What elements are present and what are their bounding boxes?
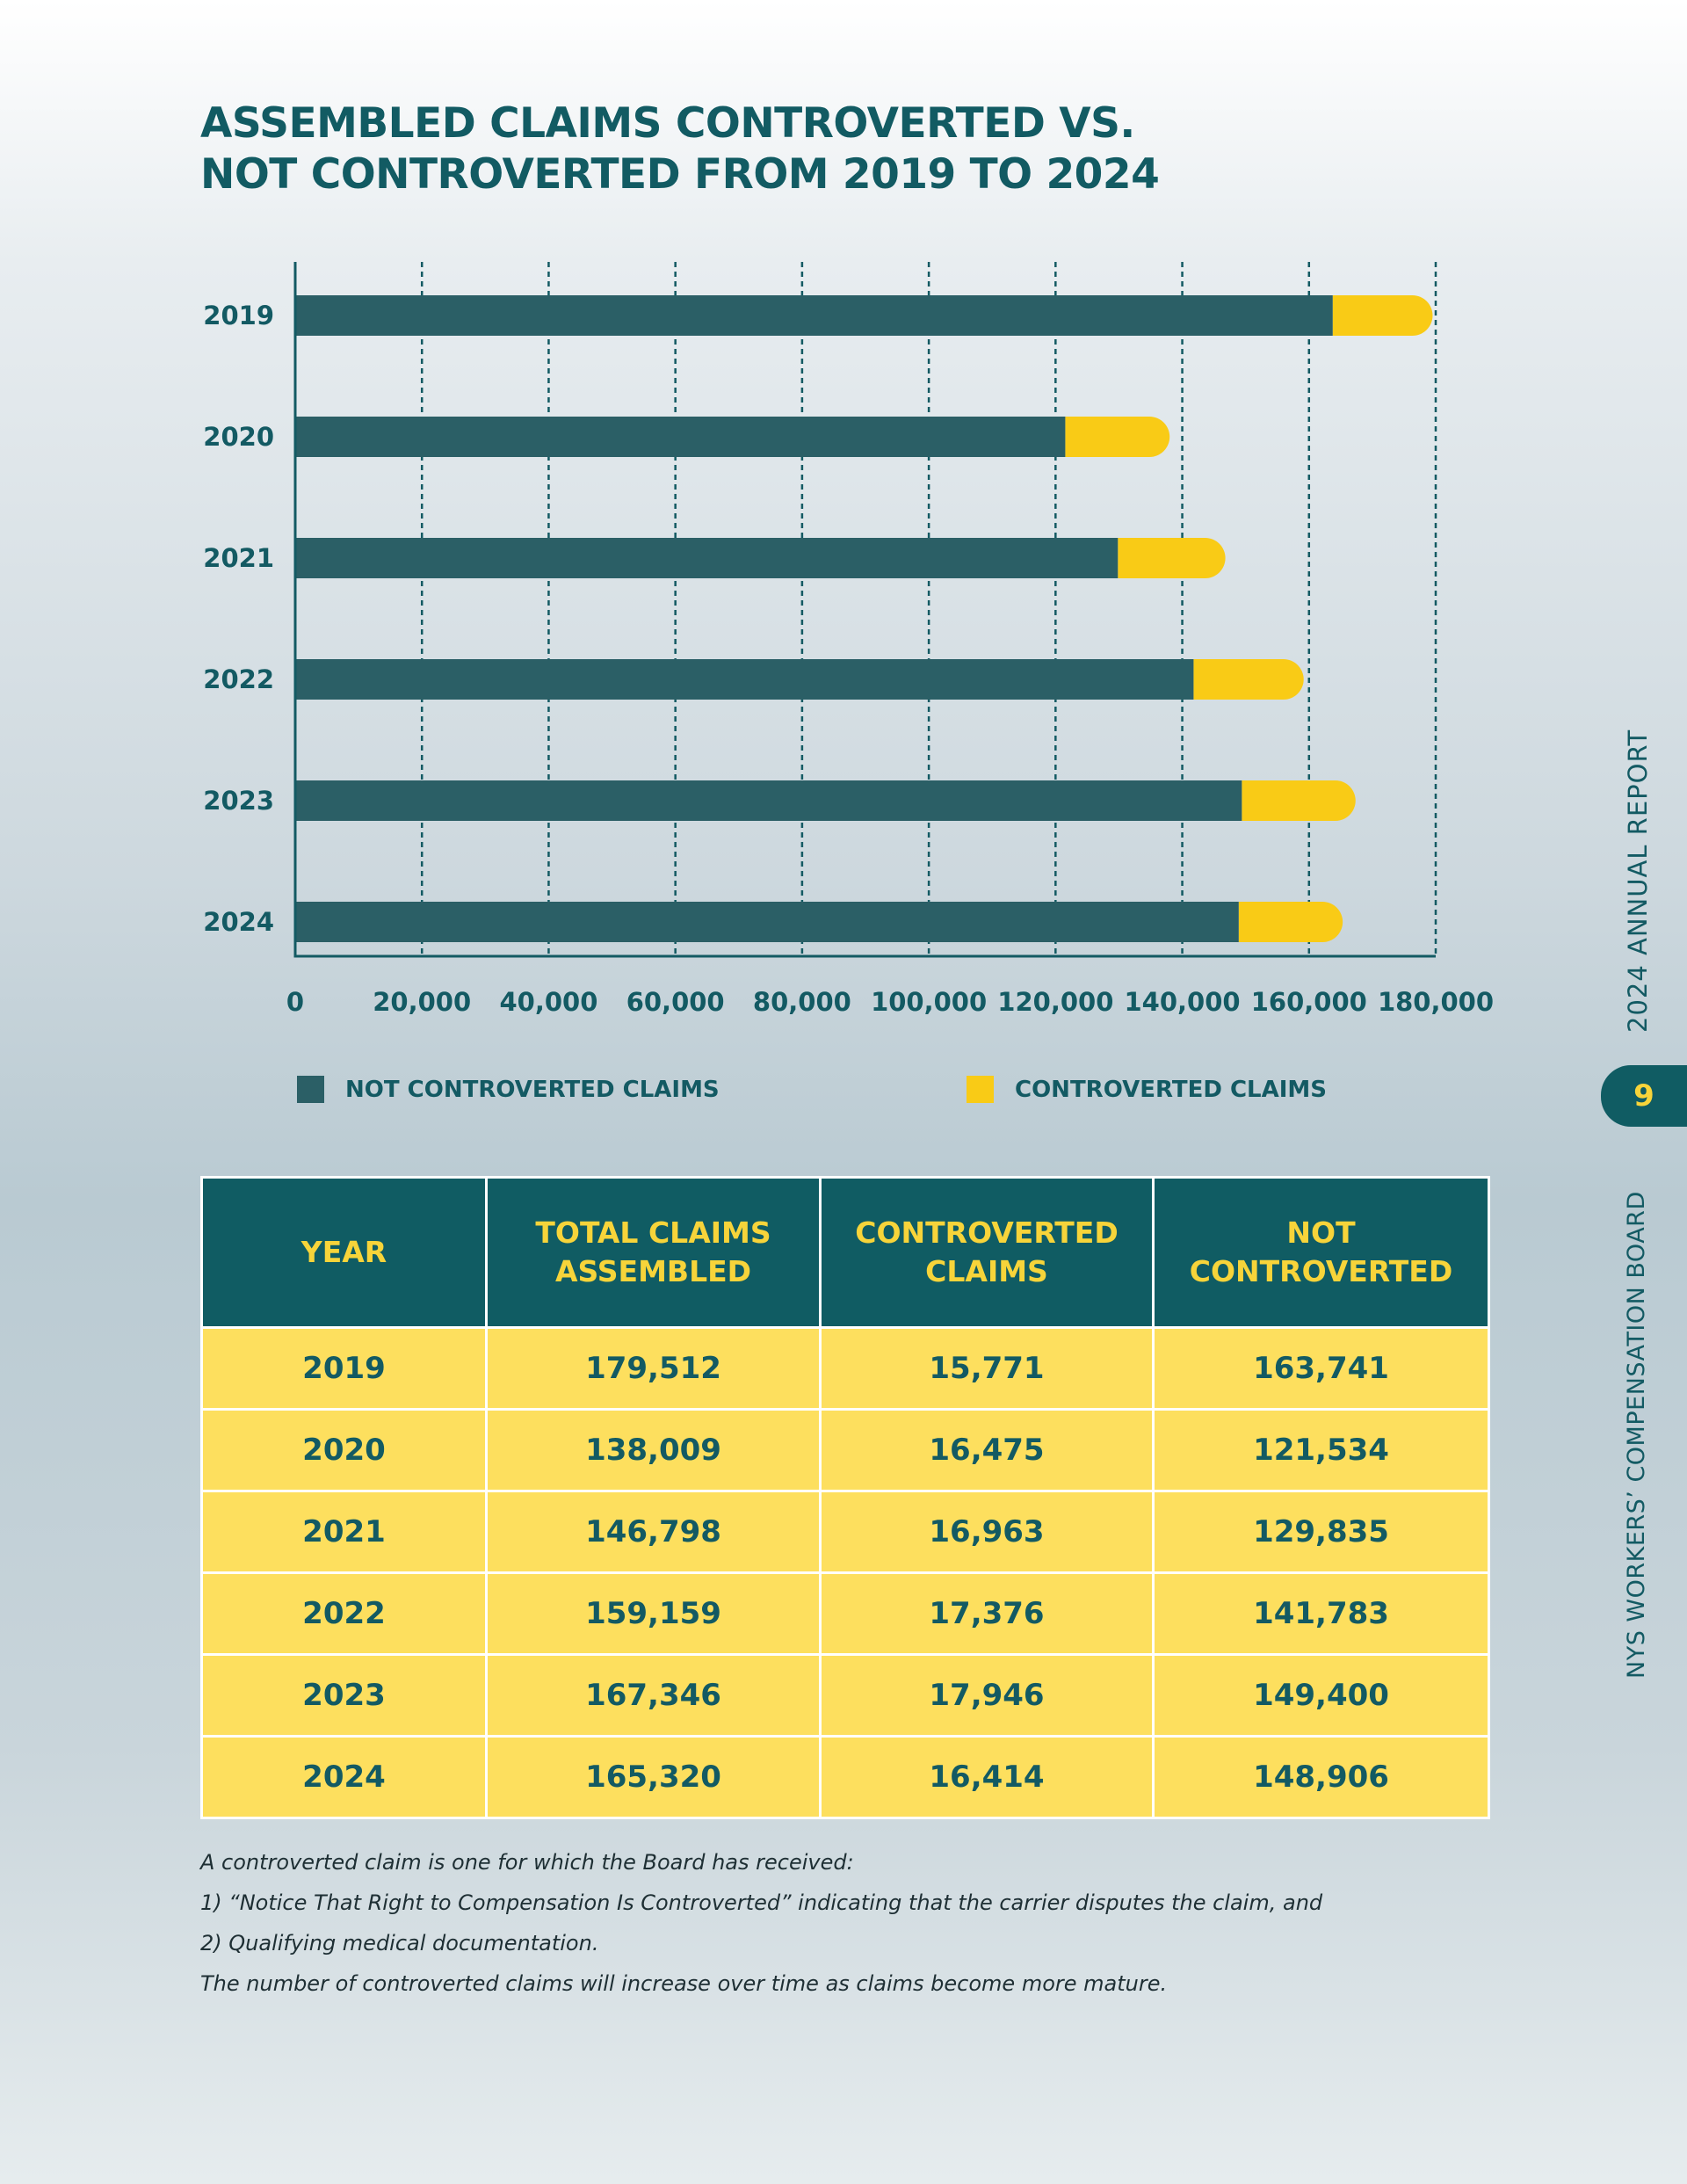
table-row: 2021 146,798 16,963 129,835 [200, 1490, 1490, 1574]
cell-year: 2022 [200, 1571, 488, 1656]
chart-axes [293, 262, 1436, 958]
y-tick-label: 2020 [203, 422, 274, 452]
cell-total: 146,798 [485, 1490, 822, 1574]
cell-year: 2024 [200, 1735, 488, 1819]
cell-year: 2023 [200, 1653, 488, 1738]
legend-label-controverted: CONTROVERTED CLAIMS [1015, 1076, 1328, 1103]
x-tick-label: 0 [286, 987, 304, 1017]
cell-not-controverted: 129,835 [1152, 1490, 1490, 1574]
cell-not-controverted: 141,783 [1152, 1571, 1490, 1656]
y-tick-label: 2022 [203, 664, 274, 694]
table-row: 2020 138,009 16,475 121,534 [200, 1408, 1490, 1492]
footnotes: A controverted claim is one for which th… [200, 1842, 1474, 2004]
x-tick-label: 40,000 [499, 987, 597, 1017]
sidebar-org-label: NYS WORKERS’ COMPENSATION BOARD [1623, 1191, 1650, 1679]
bar-chart: 2019 2020 2021 2022 2023 2024 0 20,000 40,000 60… [203, 262, 1494, 1017]
y-tick-label: 2021 [203, 543, 274, 573]
table-row: 2022 159,159 17,376 141,783 [200, 1571, 1490, 1656]
legend-item-not-controverted: NOT CONTROVERTED CLAIMS [297, 1076, 720, 1103]
cell-total: 179,512 [485, 1326, 822, 1411]
chart-bars [295, 295, 1433, 942]
cell-total: 138,009 [485, 1408, 822, 1492]
legend-label-not-controverted: NOT CONTROVERTED CLAIMS [345, 1076, 720, 1103]
title-line-1: ASSEMBLED CLAIMS CONTROVERTED VS. [200, 99, 1135, 148]
header-controverted-claims: CONTROVERTED CLAIMS [819, 1176, 1155, 1329]
x-tick-label: 140,000 [1125, 987, 1241, 1017]
cell-controverted: 16,475 [819, 1408, 1155, 1492]
cell-not-controverted: 148,906 [1152, 1735, 1490, 1819]
bar-controverted-2022 [1193, 659, 1304, 700]
cell-not-controverted: 163,741 [1152, 1326, 1490, 1411]
bar-not-controverted-2023 [295, 780, 1242, 821]
cell-not-controverted: 121,534 [1152, 1408, 1490, 1492]
x-tick-label: 120,000 [997, 987, 1113, 1017]
cell-controverted: 16,414 [819, 1735, 1155, 1819]
table-row: 2023 167,346 17,946 149,400 [200, 1653, 1490, 1738]
bar-not-controverted-2021 [295, 538, 1119, 578]
bar-controverted-2024 [1238, 902, 1343, 942]
bar-not-controverted-2024 [295, 902, 1239, 942]
bar-not-controverted-2020 [295, 417, 1066, 457]
x-tick-label: 60,000 [626, 987, 725, 1017]
header-not-controverted: NOT CONTROVERTED [1152, 1176, 1490, 1329]
footnote-line: 2) Qualifying medical documentation. [200, 1931, 599, 1955]
bar-not-controverted-2022 [295, 659, 1194, 700]
y-axis-labels: 2019 2020 2021 2022 2023 2024 [203, 301, 274, 937]
page-title: ASSEMBLED CLAIMS CONTROVERTED VS. NOT CO… [200, 98, 1160, 200]
footnote-line: 1) “Notice That Right to Compensation Is… [200, 1890, 1323, 1915]
x-tick-label: 160,000 [1251, 987, 1367, 1017]
bar-controverted-2020 [1065, 417, 1170, 457]
header-year: YEAR [200, 1176, 488, 1329]
x-tick-label: 180,000 [1378, 987, 1494, 1017]
x-tick-label: 100,000 [871, 987, 987, 1017]
cell-total: 165,320 [485, 1735, 822, 1819]
cell-controverted: 17,946 [819, 1653, 1155, 1738]
chart-grid [420, 262, 1437, 956]
cell-controverted: 16,963 [819, 1490, 1155, 1574]
cell-total: 159,159 [485, 1571, 822, 1656]
table-row: 2024 165,320 16,414 148,906 [200, 1735, 1490, 1819]
y-tick-label: 2023 [203, 786, 274, 816]
cell-year: 2021 [200, 1490, 488, 1574]
legend-item-controverted: CONTROVERTED CLAIMS [967, 1076, 1327, 1103]
footnote-line: A controverted claim is one for which th… [200, 1850, 854, 1875]
x-tick-label: 20,000 [373, 987, 471, 1017]
cell-not-controverted: 149,400 [1152, 1653, 1490, 1738]
title-line-2: NOT CONTROVERTED FROM 2019 TO 2024 [200, 150, 1160, 199]
table-header-row: YEAR TOTAL CLAIMS ASSEMBLED CONTROVERTED C… [200, 1176, 1490, 1329]
cell-year: 2019 [200, 1326, 488, 1411]
cell-year: 2020 [200, 1408, 488, 1492]
legend-swatch-controverted [967, 1076, 994, 1103]
x-tick-label: 80,000 [753, 987, 851, 1017]
y-tick-label: 2024 [203, 907, 274, 937]
footnote-line: The number of controverted claims will i… [200, 1971, 1168, 1996]
claims-table: YEAR TOTAL CLAIMS ASSEMBLED CONTROVERTED C… [200, 1176, 1490, 1819]
bar-not-controverted-2019 [295, 295, 1333, 336]
bar-controverted-2019 [1332, 295, 1433, 336]
x-axis-labels: 0 20,000 40,000 60,000 80,000 100,000 120,000 1… [286, 987, 1494, 1017]
bar-controverted-2021 [1118, 538, 1226, 578]
bar-controverted-2023 [1242, 780, 1356, 821]
table-row: 2019 179,512 15,771 163,741 [200, 1326, 1490, 1411]
cell-total: 167,346 [485, 1653, 822, 1738]
cell-controverted: 15,771 [819, 1326, 1155, 1411]
header-total-claims: TOTAL CLAIMS ASSEMBLED [485, 1176, 822, 1329]
cell-controverted: 17,376 [819, 1571, 1155, 1656]
y-tick-label: 2019 [203, 301, 274, 330]
sidebar-report-label: 2024 ANNUAL REPORT [1623, 729, 1653, 1033]
page-number-tab: 9 [1601, 1065, 1687, 1127]
legend-swatch-not-controverted [297, 1076, 324, 1103]
